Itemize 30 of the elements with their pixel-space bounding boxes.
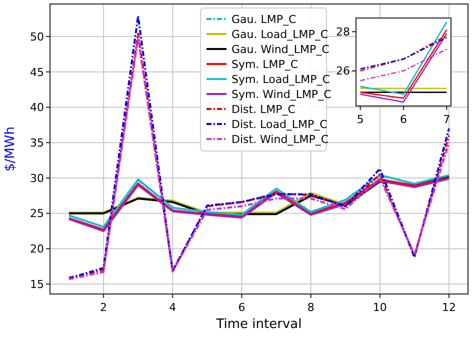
y-axis-title: $/MWh <box>3 126 18 172</box>
y-tick-label: 35 <box>30 136 44 150</box>
legend-label: Dist. Wind_LMP_C <box>231 132 329 146</box>
legend-label: Sym. Load_LMP_C <box>231 72 330 86</box>
y-tick-label: 50 <box>30 30 44 44</box>
legend-label: Gau. LMP_C <box>231 12 296 26</box>
x-tick-label: 6 <box>400 113 407 126</box>
legend-label: Dist. Load_LMP_C <box>231 118 328 131</box>
x-tick-label: 4 <box>169 301 176 314</box>
x-tick-label: 8 <box>307 301 314 314</box>
y-tick-label: 20 <box>30 242 44 256</box>
x-tick-label: 12 <box>442 301 456 314</box>
x-tick-label: 7 <box>443 113 450 126</box>
legend-label: Gau. Load_LMP_C <box>231 28 328 41</box>
y-tick-label: 25 <box>30 207 44 220</box>
legend-label: Sym. LMP_C <box>231 58 298 71</box>
y-tick-label: 28 <box>336 26 350 39</box>
y-tick-label: 26 <box>336 64 350 78</box>
legend-label: Gau. Wind_LMP_C <box>231 42 330 56</box>
x-axis-title: Time interval <box>215 317 302 332</box>
y-tick-label: 45 <box>30 66 44 79</box>
x-tick-label: 10 <box>372 301 387 314</box>
y-tick-label: 30 <box>30 172 44 185</box>
x-tick-label: 2 <box>100 301 108 314</box>
y-tick-label: 15 <box>30 278 44 291</box>
y-tick-label: 40 <box>30 101 44 114</box>
x-tick-label: 6 <box>238 301 246 314</box>
x-tick-label: 5 <box>356 113 364 126</box>
legend-label: Sym. Wind_LMP_C <box>231 88 332 101</box>
legend-label: Dist. LMP_C <box>231 102 296 116</box>
